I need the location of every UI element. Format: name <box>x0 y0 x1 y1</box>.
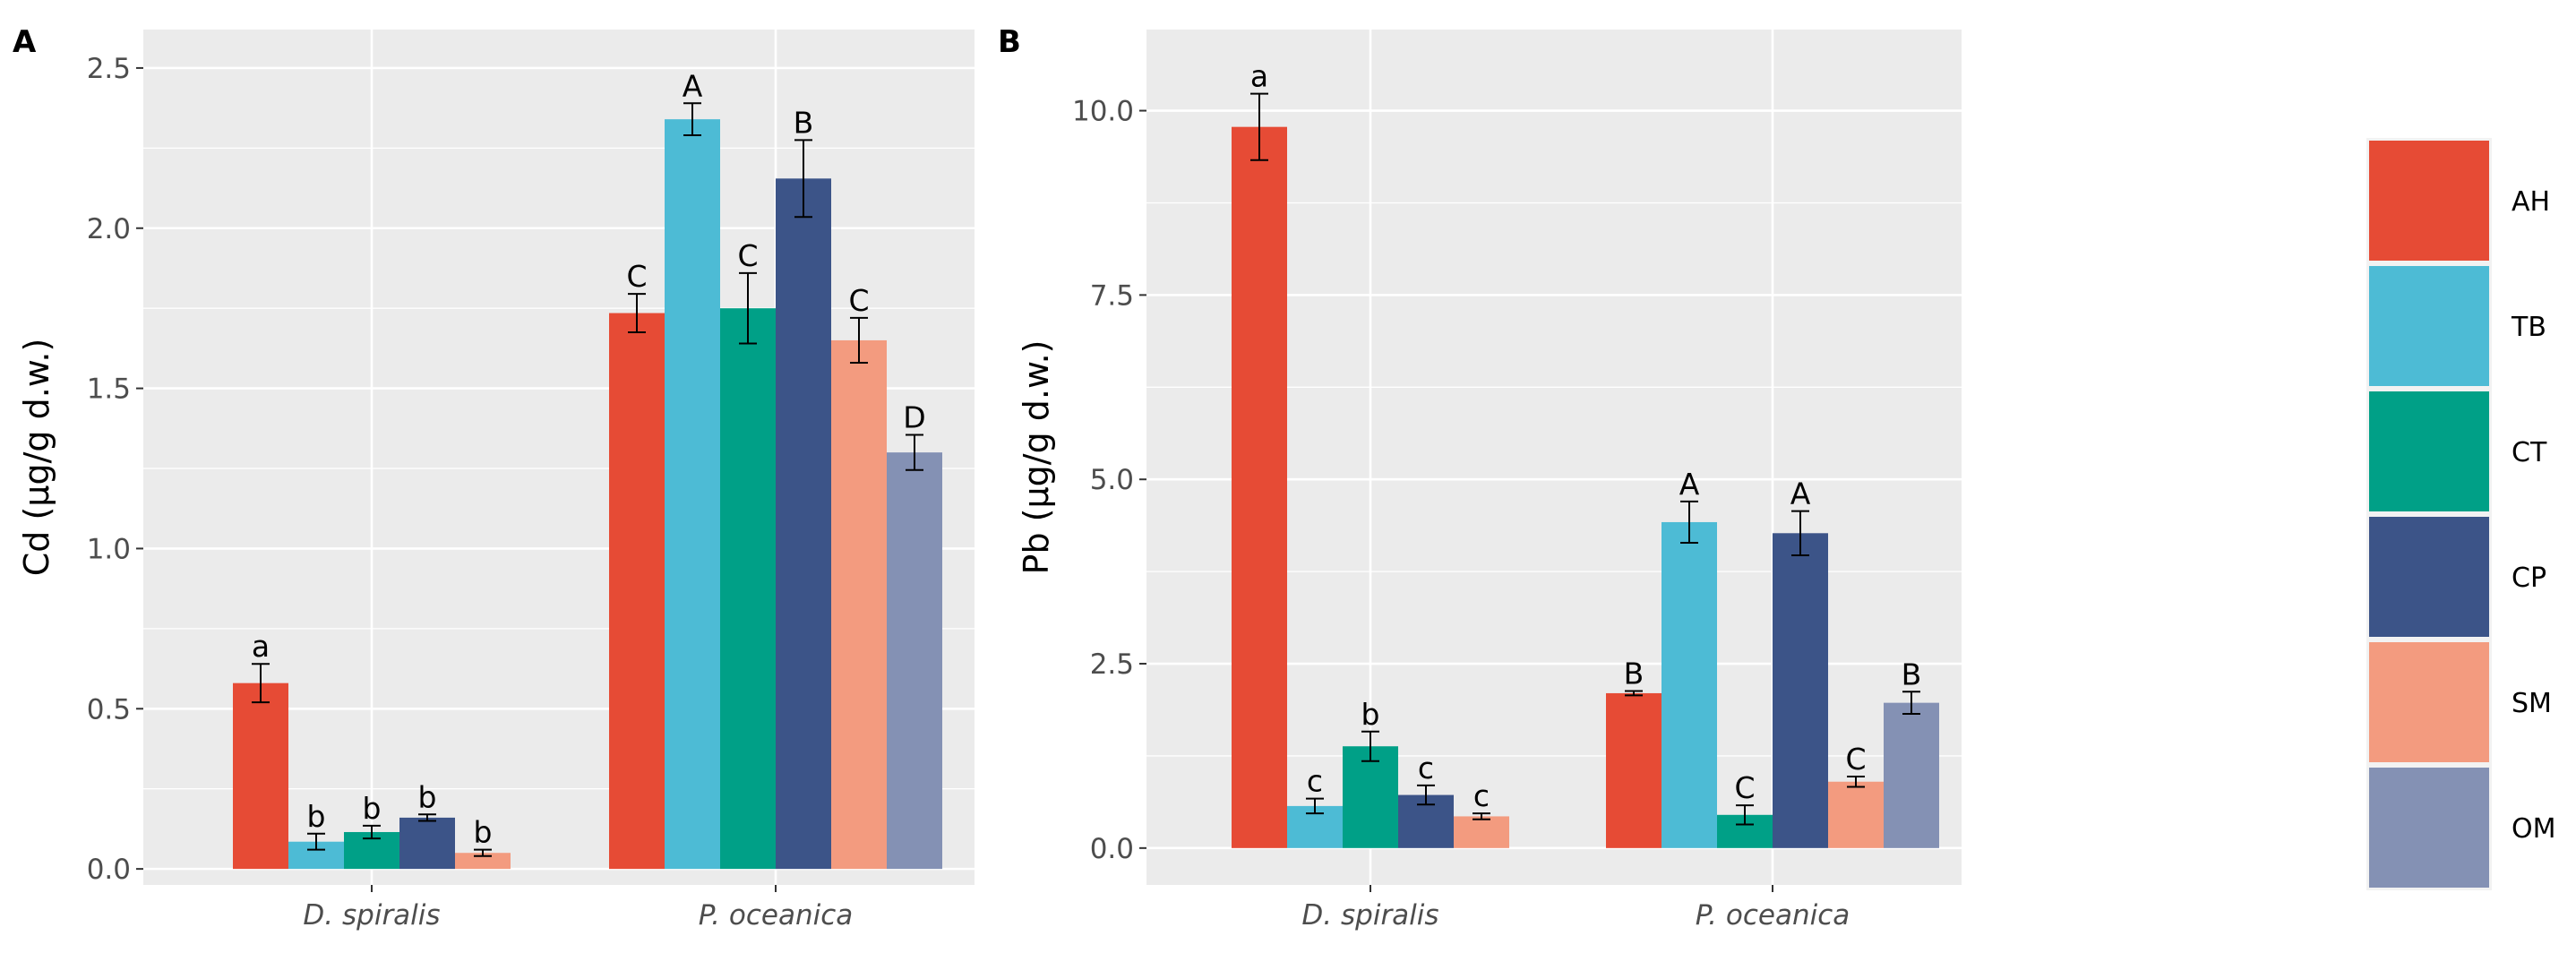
significance-label: b <box>1361 697 1380 732</box>
significance-label: c <box>1473 778 1490 813</box>
significance-label: a <box>252 629 270 664</box>
bar-SM <box>831 339 887 870</box>
legend-label: AH <box>2512 186 2550 218</box>
legend-label: CT <box>2512 437 2547 468</box>
significance-label: C <box>1734 770 1755 805</box>
legend-key-om <box>2369 768 2489 888</box>
significance-label: b <box>418 779 437 814</box>
legend-key-ct <box>2369 391 2489 511</box>
legend-key-cp <box>2369 517 2489 637</box>
y-tick-label: 10.0 <box>1072 96 1134 128</box>
panel-a: 0.0 0.5 1.0 1.5 2.0 2.5 D. spiralis P. oceanica… <box>13 24 975 932</box>
significance-label: b <box>307 799 326 834</box>
bar-AH <box>1232 126 1287 848</box>
significance-label: A <box>1679 467 1700 502</box>
y-tick-label: 5.0 <box>1090 464 1134 496</box>
y-tick-label: 0.0 <box>1090 833 1134 865</box>
bar-AH <box>609 313 665 870</box>
bar-CT <box>1343 746 1398 848</box>
panel-b: 0.0 2.5 5.0 7.5 10.0 D. spiralis P. oceanica a c… <box>998 24 1962 932</box>
significance-label: c <box>1418 751 1434 786</box>
y-tick-label: 1.5 <box>87 373 131 406</box>
panel-label: A <box>13 24 37 60</box>
panel-label: B <box>998 24 1021 60</box>
bar-CT <box>720 308 776 870</box>
x-tick-label: P. oceanica <box>1696 899 1850 932</box>
y-tick-label: 2.5 <box>1090 648 1134 681</box>
significance-label: B <box>1624 656 1644 691</box>
significance-label: b <box>363 791 382 826</box>
x-tick-label: P. oceanica <box>699 899 854 932</box>
significance-label: a <box>1250 59 1268 94</box>
legend-label: TB <box>2511 312 2546 343</box>
bar-AH <box>1606 692 1662 848</box>
legend-key-sm <box>2369 642 2489 762</box>
bar-CP <box>1773 533 1828 848</box>
bar-TB <box>665 119 720 870</box>
legend-key-ah <box>2369 141 2489 261</box>
y-tick-label: 7.5 <box>1090 279 1134 312</box>
significance-label: D <box>903 399 925 434</box>
bar-SM <box>455 853 511 870</box>
bar-CP <box>399 817 455 870</box>
bar-SM <box>1454 816 1509 848</box>
significance-label: C <box>1845 742 1866 777</box>
legend-key-tb <box>2369 266 2489 386</box>
y-tick-label: 1.0 <box>87 533 131 565</box>
legend-label: SM <box>2512 688 2552 719</box>
legend-label: CP <box>2512 562 2546 594</box>
y-tick-label: 0.5 <box>87 693 131 725</box>
legend-label: OM <box>2512 813 2556 845</box>
significance-label: C <box>848 283 869 318</box>
x-tick-label: D. spiralis <box>1301 899 1438 932</box>
significance-label: c <box>1307 764 1323 799</box>
significance-label: A <box>1790 476 1811 511</box>
significance-label: C <box>626 259 647 294</box>
bar-TB <box>1662 521 1717 848</box>
y-axis-title: Pb (µg/g d.w.) <box>1017 340 1056 575</box>
y-tick-label: 2.0 <box>87 213 131 245</box>
bar-OM <box>887 452 942 870</box>
significance-label: A <box>683 68 703 103</box>
y-tick-label: 0.0 <box>87 854 131 886</box>
bar-AH <box>233 683 288 870</box>
y-axis-title: Cd (µg/g d.w.) <box>17 339 56 577</box>
bar-CP <box>776 178 831 870</box>
significance-label: C <box>737 238 758 273</box>
bar-SM <box>1828 781 1884 848</box>
significance-label: B <box>794 105 814 140</box>
y-tick-label: 2.5 <box>87 53 131 85</box>
significance-label: B <box>1902 657 1922 691</box>
legend: AH TB CT CP SM OM <box>2366 138 2556 890</box>
bar-OM <box>1884 702 1939 848</box>
x-tick-label: D. spiralis <box>303 899 440 932</box>
significance-label: b <box>474 815 493 850</box>
